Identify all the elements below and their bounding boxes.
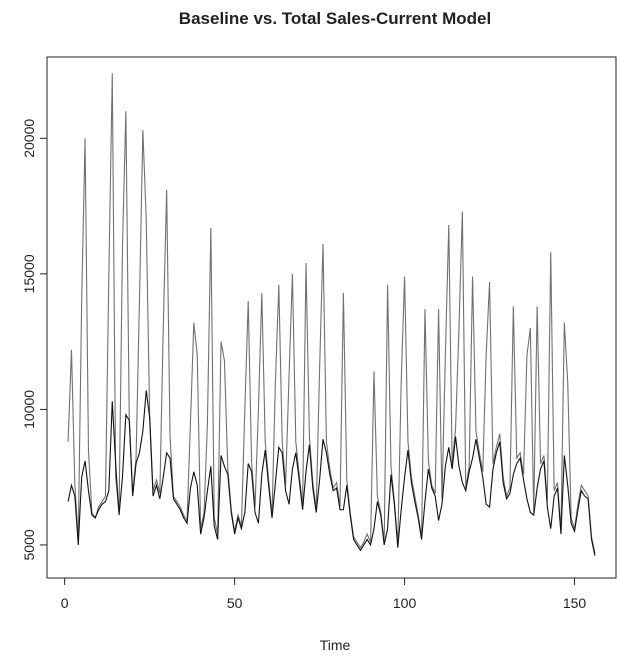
chart-title: Baseline vs. Total Sales-Current Model <box>179 9 491 28</box>
x-tick-label: 100 <box>393 595 417 611</box>
y-tick-label: 20000 <box>21 119 37 158</box>
series-line <box>67 390 596 556</box>
plot-box <box>46 56 617 579</box>
x-tick-label: 0 <box>61 595 69 611</box>
x-axis-label: Time <box>320 637 351 653</box>
x-tick-label: 50 <box>227 595 243 611</box>
y-tick-label: 5000 <box>21 529 37 560</box>
series-line <box>67 73 596 554</box>
x-tick-label: 150 <box>563 595 587 611</box>
y-tick-label: 15000 <box>21 254 37 293</box>
y-tick-label: 10000 <box>21 390 37 429</box>
